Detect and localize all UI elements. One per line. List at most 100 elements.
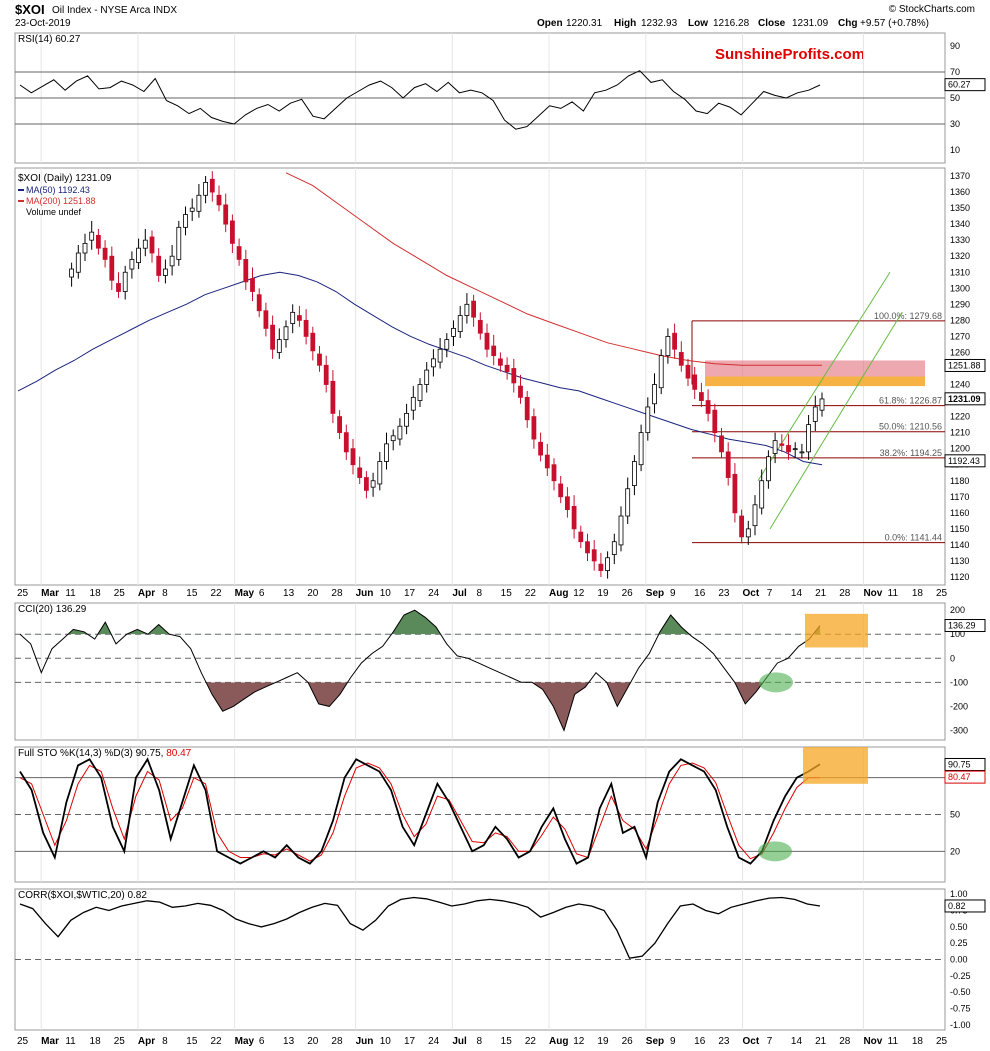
y-tick-label: -0.50 (950, 987, 971, 997)
high-value: 1232.93 (641, 18, 678, 29)
sto-k-box (944, 757, 986, 771)
sto-highlight-ellipse (758, 841, 792, 862)
price-tick-label: 1180 (950, 476, 969, 486)
candle-body (384, 443, 389, 462)
sto-k-value: 90.75 (948, 759, 971, 769)
candle-body (169, 255, 175, 267)
candle-body (766, 456, 771, 482)
x-tick-label: May (235, 1036, 255, 1047)
candle-body (176, 226, 182, 260)
cci-value-box (944, 619, 986, 633)
price-tick-label: 1290 (950, 299, 970, 309)
x-tick-label: Apr (138, 1036, 155, 1047)
candle-body (270, 324, 276, 350)
x-tick-label: 19 (597, 1036, 609, 1047)
x-tick-label: 11 (65, 1036, 76, 1047)
x-tick-label: 25 (17, 1036, 29, 1047)
resistance-zone-ma200 (705, 360, 925, 377)
x-tick-label: Jul (452, 1036, 467, 1047)
x-tick-label: 24 (428, 1036, 440, 1047)
x-tick-label: 8 (477, 588, 483, 599)
price-tick-label: 1210 (950, 428, 970, 438)
y-tick-label: 0.00 (950, 955, 968, 965)
candle-body (337, 416, 343, 434)
y-tick-label: -200 (950, 701, 968, 711)
price-tick-label: 1350 (950, 203, 970, 213)
x-tick-label: May (235, 588, 255, 599)
candle-body (511, 368, 517, 384)
x-tick-label: 25 (114, 1036, 126, 1047)
close-value: 1231.09 (792, 18, 829, 29)
price-value-box (944, 454, 986, 468)
candle-body (719, 435, 724, 453)
legend-volume: Volume undef (26, 207, 82, 217)
candle-body (544, 454, 550, 469)
y-tick-label: -1.00 (950, 1020, 971, 1030)
price-tick-label: 1160 (950, 508, 969, 518)
rsi-line (19, 70, 821, 130)
candle-body (477, 319, 483, 334)
y-tick-label: 50 (950, 93, 960, 103)
candle-body (464, 303, 470, 316)
candle-body (183, 214, 188, 228)
x-tick-label: 28 (331, 588, 343, 599)
x-tick-label: 11 (888, 588, 899, 599)
cci-highlight-ellipse (759, 672, 793, 693)
candle-body (122, 271, 128, 292)
x-tick-label: Sep (646, 1036, 664, 1047)
candle-body (75, 252, 81, 273)
x-tick-label: 16 (694, 1036, 706, 1047)
sto-title: Full STO %K(14,3) %D(3) 90.75, 80.47 (18, 748, 192, 759)
candle-body (310, 332, 316, 352)
open-label: Open (537, 18, 563, 29)
candle-body (189, 207, 195, 212)
x-tick-label: Oct (743, 1036, 760, 1047)
candle-body (819, 398, 825, 411)
rsi-value: 60.27 (948, 80, 971, 90)
x-tick-label: Oct (743, 588, 760, 599)
x-tick-label: Nov (863, 588, 882, 599)
x-tick-label: 14 (791, 588, 803, 599)
candle-body (551, 464, 557, 482)
x-tick-label: 21 (815, 588, 827, 599)
candle-body (377, 461, 383, 485)
candle-body (276, 339, 282, 353)
x-tick-label: 22 (210, 588, 222, 599)
candle-body (491, 345, 497, 357)
candle-body (109, 255, 115, 281)
x-tick-label: Mar (41, 588, 59, 599)
candle-body (699, 392, 704, 401)
price-tick-label: 1360 (950, 187, 970, 197)
candle-body (330, 380, 336, 414)
rsi-title: RSI(14) 60.27 (18, 34, 81, 45)
candle-body (565, 496, 570, 511)
corr-title: CORR($XOI,$WTIC,20) 0.82 (18, 890, 147, 901)
candle-body (82, 242, 88, 254)
fib-label: 61.8%: 1226.87 (879, 396, 942, 406)
chart-date: 23-Oct-2019 (15, 18, 71, 29)
candle-body (484, 332, 490, 350)
panel-frame-cci (14, 602, 946, 741)
y-tick-label: 70 (950, 67, 960, 77)
x-tick-label: 8 (162, 588, 168, 599)
price-tick-label: 1310 (950, 267, 970, 277)
x-tick-label: 10 (380, 588, 392, 599)
y-tick-label: 0 (950, 653, 955, 663)
cci-line (19, 609, 821, 732)
sto-highlight-box (803, 747, 868, 784)
candle-body (732, 473, 738, 514)
candle-body (786, 445, 791, 453)
candle-body (652, 384, 657, 405)
candle-body (538, 441, 543, 456)
candle-body (290, 311, 296, 324)
high-label: High (614, 18, 636, 29)
price-tick-label: 1320 (950, 251, 970, 261)
candle-body (142, 239, 148, 249)
x-tick-label: 19 (597, 588, 609, 599)
candle-body (156, 255, 162, 276)
x-tick-label: 28 (839, 588, 851, 599)
candle-body (390, 435, 396, 442)
x-tick-label: 8 (162, 1036, 168, 1047)
candle-body (430, 358, 436, 368)
corr-value-box (944, 899, 986, 913)
